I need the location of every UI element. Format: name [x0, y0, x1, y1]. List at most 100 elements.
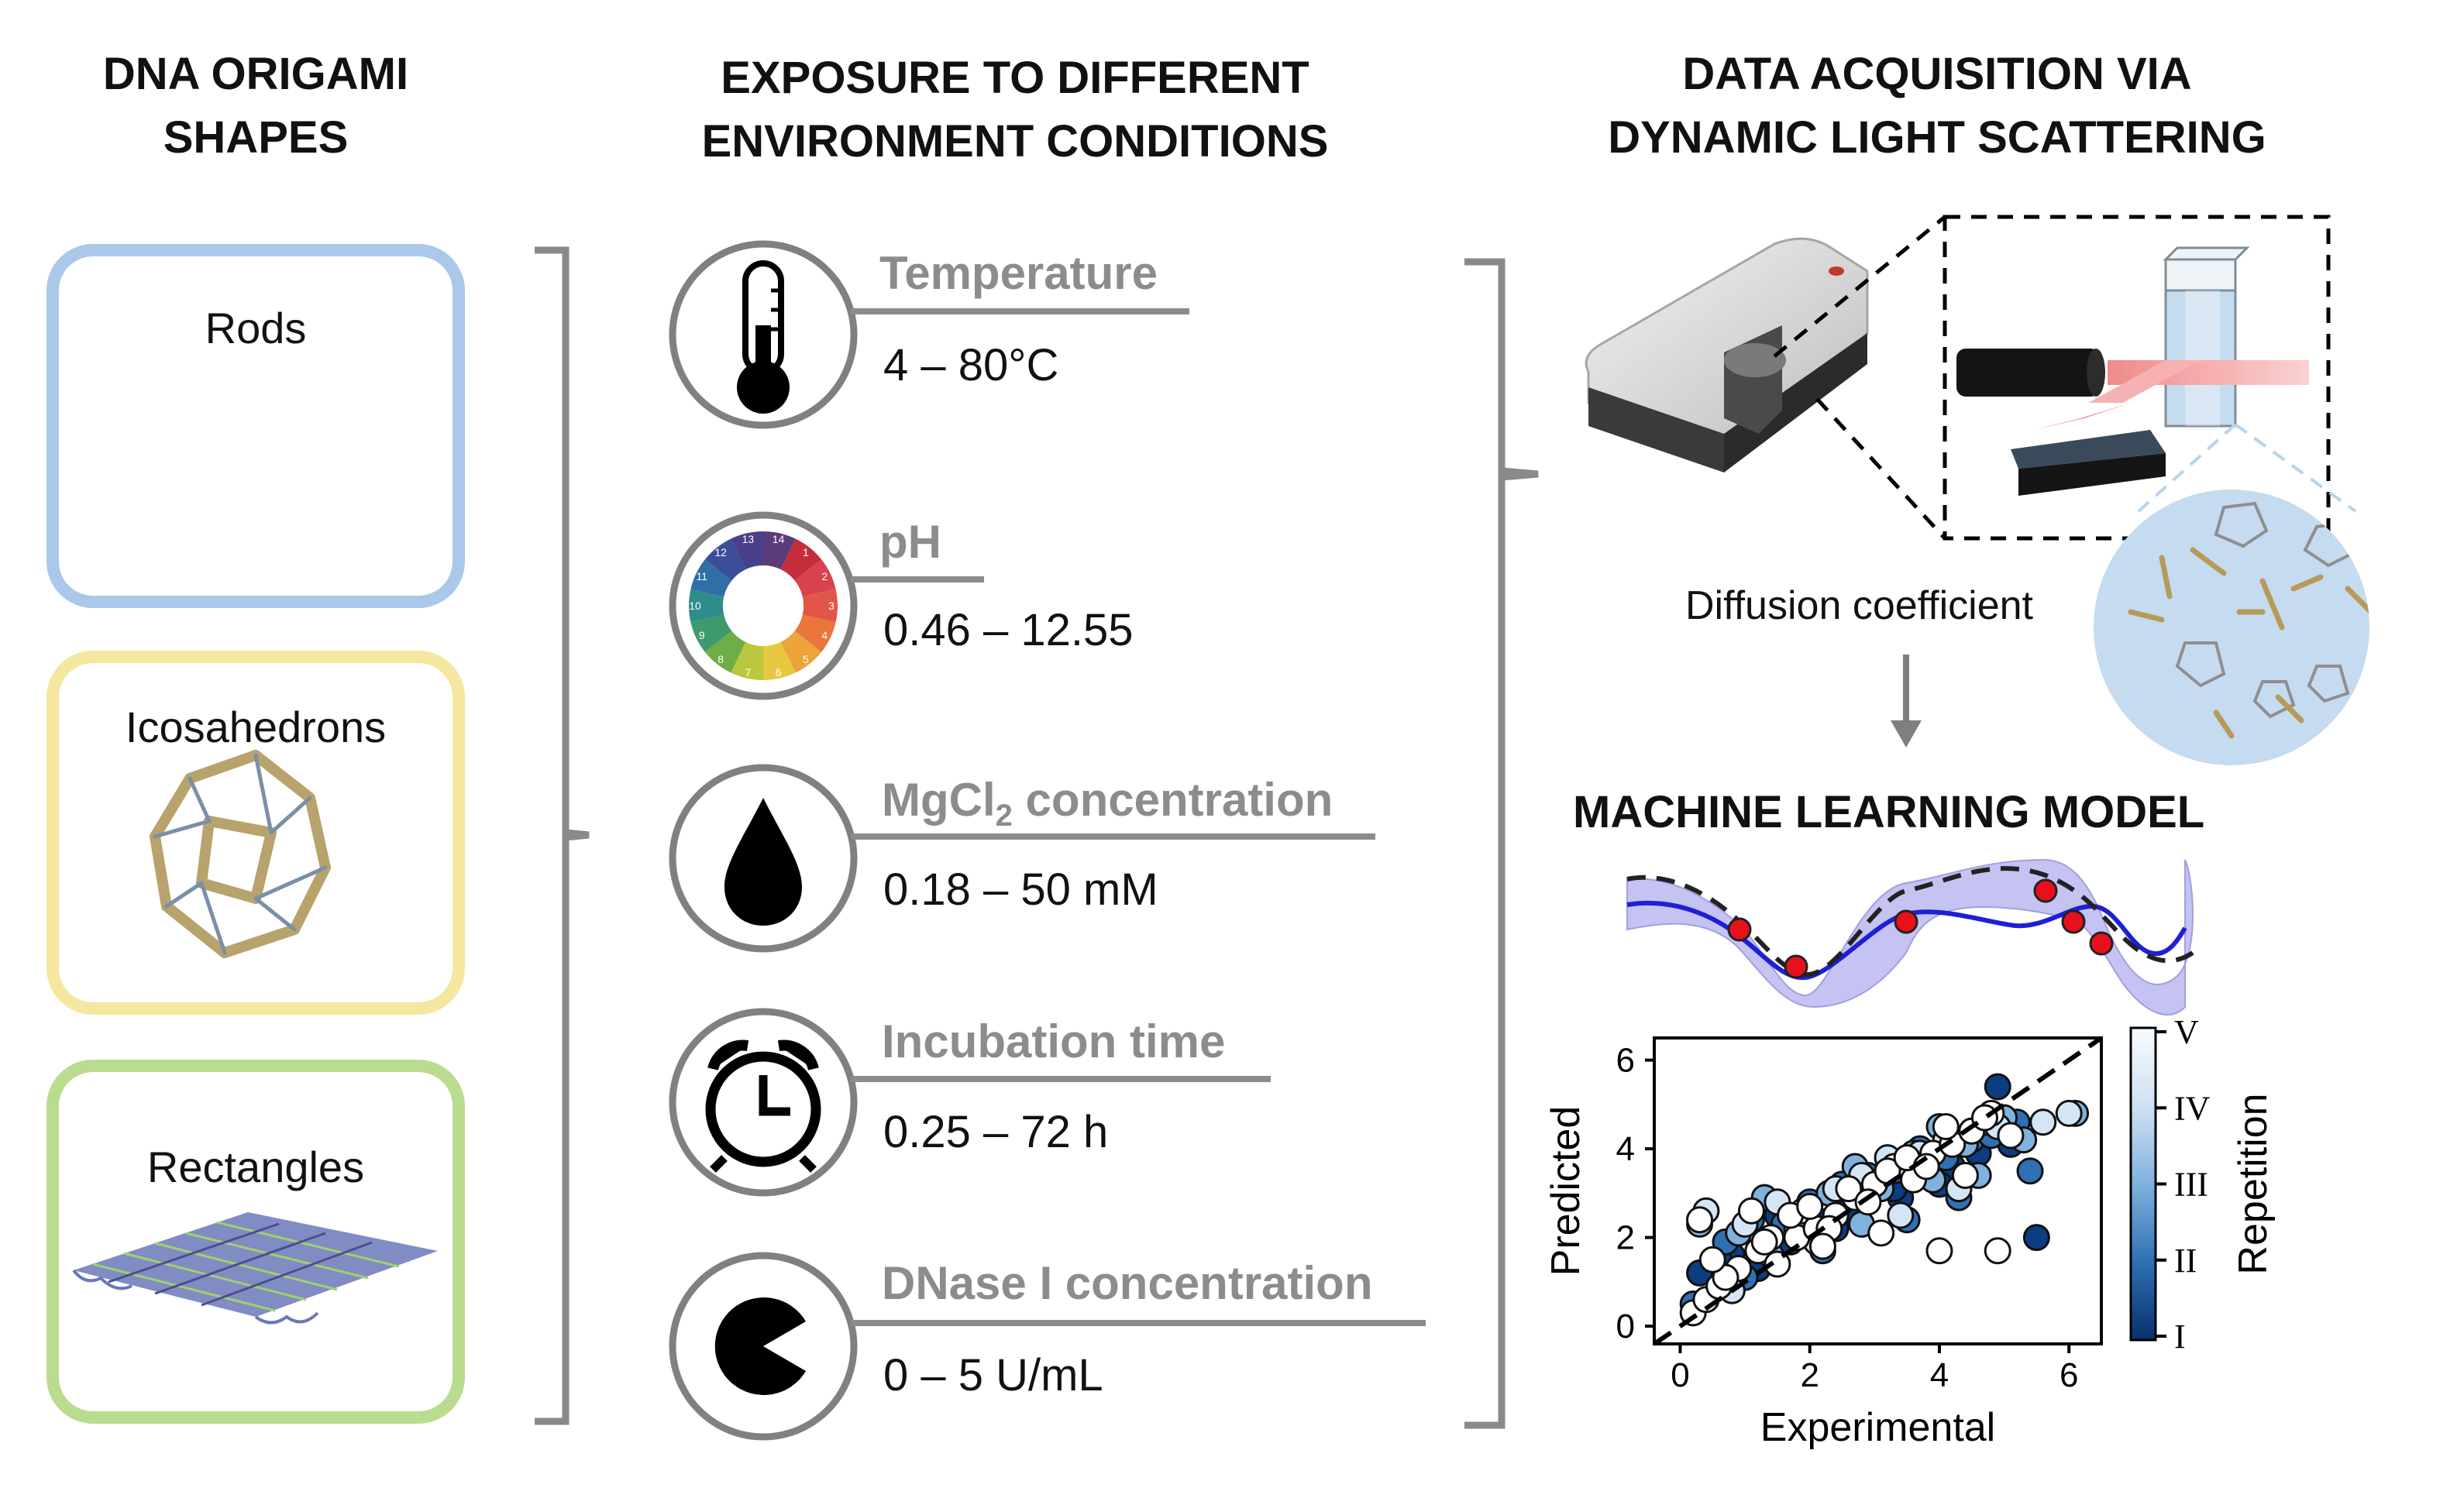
shape-label-rods: Rods	[205, 304, 307, 352]
scatter-point	[1984, 1237, 2011, 1265]
icosahedron-illustration	[150, 750, 331, 958]
scatter-point	[1737, 1197, 1765, 1225]
ph-wheel-segment	[690, 559, 732, 597]
ph-number-label: 4	[821, 629, 828, 641]
scatter-point	[1925, 1237, 1953, 1265]
ph-wheel-segment	[763, 641, 796, 680]
ph-wheel-segment	[794, 614, 836, 652]
bracket-conditions	[1464, 258, 1539, 1429]
ph-wheel-segment	[802, 589, 838, 623]
scatter-point	[1796, 1193, 1824, 1221]
ml-title: MACHINE LEARNING MODEL	[1573, 787, 2205, 837]
shape-card-rods: Rods	[46, 244, 465, 608]
scatter-chart: 0 2 4 6 0 2 4 6 Experimental Predicted	[1543, 1036, 2103, 1450]
condition-name-dnase: DNase I concentration	[882, 1257, 1373, 1309]
shape-label-rectangles: Rectangles	[146, 1143, 365, 1191]
colorbar-tick-label: II	[2174, 1242, 2197, 1280]
scatter-point	[1887, 1201, 1915, 1229]
pacman-icon	[714, 1297, 806, 1396]
x-tick-label: 0	[1671, 1356, 1689, 1394]
scatter-point	[1698, 1246, 1726, 1273]
dls-instrument	[1585, 237, 1869, 472]
ph-number-label: 5	[803, 653, 809, 665]
shape-label-icosahedrons: Icosahedrons	[125, 703, 387, 751]
scatter-point	[1808, 1232, 1836, 1260]
optics-setup	[1956, 246, 2309, 496]
ph-number-label: 2	[821, 570, 828, 582]
header-shapes-line1: DNA ORIGAMI	[102, 49, 409, 99]
shape-card-icosahedrons: Icosahedrons	[46, 651, 465, 1015]
scatter-point	[1932, 1112, 1960, 1140]
header-acquisition: DATA ACQUISITION VIA DYNAMIC LIGHT SCATT…	[1550, 43, 2325, 170]
colorbar-label: Repetition	[2231, 1093, 2276, 1274]
colorbar-tick-label: IV	[2174, 1089, 2211, 1127]
header-conditions-line2: ENVIRONMENT CONDITIONS	[701, 116, 1329, 167]
ph-wheel-segment	[731, 641, 763, 680]
condition-name-mgcl2: MgCl2 concentration	[882, 773, 1333, 833]
condition-range-dnase: 0 – 5 U/mL	[883, 1350, 1103, 1400]
thermometer-icon	[737, 260, 790, 414]
diffusion-label: Diffusion coefficient	[1685, 583, 2034, 628]
scatter-point	[2016, 1157, 2044, 1185]
droplet-icon	[724, 798, 802, 926]
mgcl2-suffix: concentration	[1012, 774, 1333, 826]
shape-card-rectangles: Rectangles	[46, 1060, 465, 1424]
rectangle-illustration	[72, 1212, 438, 1325]
ph-number-label: 8	[717, 653, 724, 665]
identity-line	[1653, 1036, 2103, 1346]
ph-number-label: 6	[776, 666, 782, 679]
condition-range-temperature: 4 – 80°C	[883, 340, 1059, 390]
ph-number-label: 9	[699, 629, 705, 641]
header-conditions-line1: EXPOSURE TO DIFFERENT	[721, 53, 1309, 103]
y-axis-label: Predicted	[1543, 1106, 1588, 1277]
ph-wheel-segment	[780, 538, 822, 581]
condition-range-mgcl2: 0.18 – 50 mM	[883, 864, 1158, 915]
colorbar	[2129, 1026, 2157, 1342]
sample-magnified	[2094, 423, 2369, 765]
ph-wheel-segment	[690, 614, 732, 652]
ph-number-label: 3	[828, 600, 834, 612]
condition-range-incubation: 0.25 – 72 h	[883, 1107, 1109, 1157]
ph-wheel-segment	[731, 531, 763, 570]
header-acquisition-line2: DYNAMIC LIGHT SCATTERING	[1608, 112, 2266, 163]
scatter-point	[1997, 1122, 2025, 1149]
ph-number-label: 1	[803, 546, 809, 558]
ph-number-label: 12	[714, 546, 727, 558]
ph-wheel-segment	[763, 531, 796, 570]
header-shapes: DNA ORIGAMI SHAPES	[46, 43, 465, 170]
scatter-point	[1867, 1219, 1895, 1247]
scatter-point	[2055, 1099, 2083, 1127]
condition-name-incubation: Incubation time	[882, 1015, 1226, 1067]
scatter-point	[1686, 1206, 1714, 1234]
condition-name-ph: pH	[879, 516, 941, 568]
bracket-shapes	[535, 246, 590, 1425]
mgcl2-subscript: 2	[995, 799, 1013, 833]
x-tick-label: 2	[1800, 1356, 1819, 1394]
scatter-point	[2022, 1224, 2050, 1252]
alarm-clock-icon	[705, 1040, 821, 1173]
colorbar-tick-label: I	[2174, 1318, 2186, 1356]
ph-number-label: 7	[745, 666, 752, 679]
scatter-point	[1951, 1161, 1979, 1189]
colorbar-tick-label: III	[2174, 1166, 2208, 1204]
x-tick-label: 6	[2060, 1356, 2078, 1394]
mgcl2-base: MgCl	[882, 774, 996, 826]
x-axis-label: Experimental	[1760, 1405, 1995, 1450]
ph-wheel-segment	[794, 559, 836, 597]
x-tick-label: 4	[1930, 1356, 1949, 1394]
condition-range-ph: 0.46 – 12.55	[883, 605, 1134, 655]
scatter-point	[1835, 1175, 1863, 1203]
ph-wheel-segment	[704, 538, 746, 581]
ph-number-label: 14	[773, 533, 785, 545]
ph-number-label: 10	[689, 600, 701, 612]
scatter-point	[2029, 1108, 2057, 1136]
colorbar-tick-label: V	[2174, 1013, 2199, 1051]
ph-wheel-segment	[704, 631, 746, 673]
header-acquisition-line1: DATA ACQUISITION VIA	[1682, 49, 2192, 99]
y-tick-label: 0	[1616, 1308, 1635, 1345]
ph-number-label: 11	[696, 570, 707, 582]
down-arrow-icon	[1891, 655, 1922, 747]
scatter-point	[1984, 1073, 2011, 1101]
